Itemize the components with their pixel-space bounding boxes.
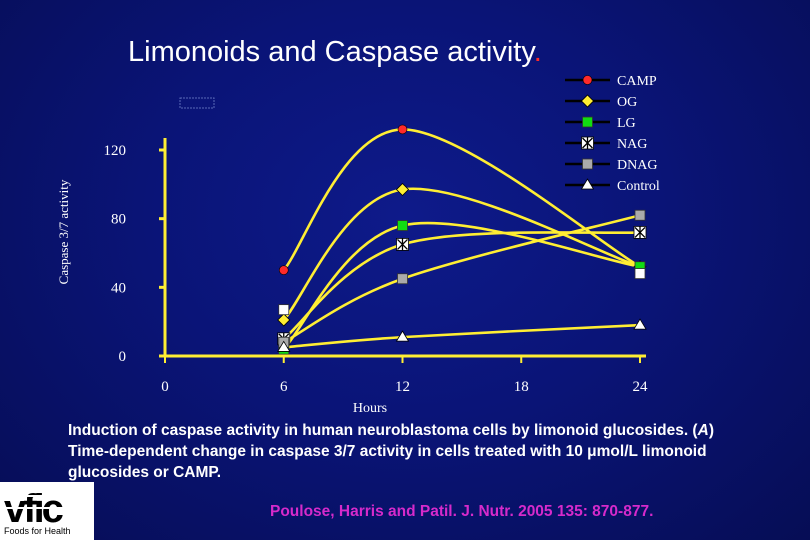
x-tick-label: 18 (514, 379, 529, 395)
y-tick-label: 40 (111, 280, 126, 296)
decorative-placeholder-box (179, 97, 215, 109)
citation: Poulose, Harris and Patil. J. Nutr. 2005… (270, 503, 654, 520)
point-control (633, 318, 647, 330)
series-line-control (283, 323, 641, 349)
caption-text-1: Induction of caspase activity in human n… (68, 422, 698, 439)
vfic-logo: vfic Foods for Health (0, 482, 94, 540)
point-extra (278, 304, 290, 316)
x-axis-title: Hours (353, 401, 387, 416)
legend-label-og: OG (617, 95, 637, 110)
figure-caption: Induction of caspase activity in human n… (68, 420, 758, 483)
series-line-dnag (283, 213, 641, 344)
x-tick-label: 24 (633, 379, 649, 395)
legend-label-camp: CAMP (617, 74, 657, 89)
legend-label-nag: NAG (617, 137, 647, 152)
legend-marker-dnag (582, 158, 593, 170)
logo-mark-text: vfic (4, 487, 64, 526)
point-lg (397, 220, 408, 231)
y-tick-label: 0 (119, 349, 127, 365)
chart-title-text: Limonoids and Caspase activity (128, 36, 534, 68)
y-tick-label: 120 (104, 143, 127, 159)
point-camp (397, 124, 408, 135)
chart-legend: CAMP OG LG NAG DNAG Control (565, 74, 660, 194)
legend-marker-og (580, 94, 595, 108)
point-og (277, 313, 291, 327)
point-dnag (397, 273, 408, 285)
point-og (395, 182, 410, 197)
legend-marker-control (580, 178, 595, 190)
chart-axes: 0 6 12 18 24 0 40 80 120 Hours Caspase 3/7 activit… (56, 138, 648, 416)
point-extra (634, 268, 646, 280)
legend-marker-camp (582, 75, 593, 85)
chart-title: Limonoids and Caspase activity. (128, 36, 688, 69)
legend-marker-lg (582, 116, 593, 128)
legend-label-lg: LG (617, 116, 636, 131)
chart-markers (277, 124, 647, 355)
x-tick-label: 6 (280, 379, 288, 395)
series-line-camp (282, 128, 641, 272)
point-nag (396, 238, 409, 251)
legend-label-control: Control (617, 179, 660, 194)
series-line-nag (282, 231, 641, 340)
chart-title-dot: . (533, 36, 542, 68)
point-nag (633, 225, 647, 239)
legend-label-dnag: DNAG (617, 158, 657, 173)
y-axis-title: Caspase 3/7 activity (56, 179, 71, 284)
point-dnag (634, 209, 646, 221)
y-tick-label: 80 (111, 212, 126, 228)
caption-text-2: ) Time-dependent change in caspase 3/7 a… (68, 422, 714, 481)
x-tick-label: 12 (395, 379, 410, 395)
point-control (277, 340, 291, 352)
series-line-lg (282, 221, 641, 351)
x-tick-label: 0 (161, 379, 169, 395)
vfic-logo-mark: vfic (0, 487, 94, 531)
logo-text: Foods for Health (4, 526, 71, 536)
point-control (395, 330, 410, 342)
legend-marker-nag (581, 136, 594, 150)
point-camp (278, 265, 289, 275)
caption-panel-label: A (697, 422, 709, 439)
